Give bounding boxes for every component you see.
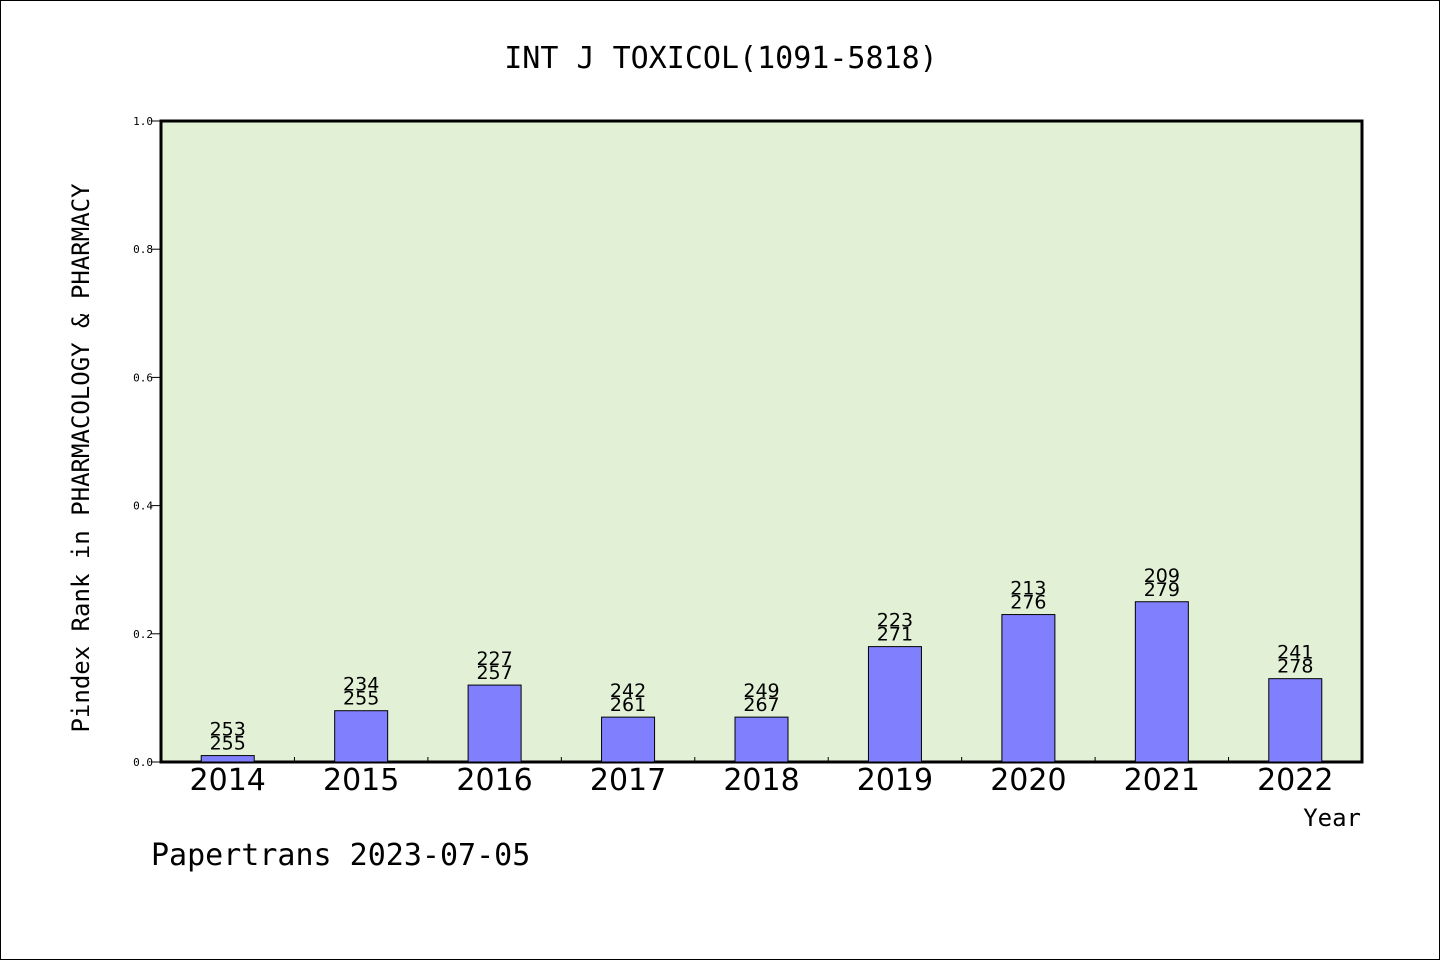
data-label-top: 213 <box>1010 578 1046 600</box>
data-label-top: 223 <box>877 610 913 632</box>
x-tick-label: 2019 <box>857 763 933 798</box>
x-tick-label: 2017 <box>590 763 666 798</box>
data-label-top: 209 <box>1144 565 1180 587</box>
data-label-bottom: 255 <box>343 688 379 710</box>
x-axis-ticks: 2014 2015 2016 2017 2018 2019 2020 2021 2022 <box>190 757 1333 798</box>
x-tick-label: 2022 <box>1257 763 1333 798</box>
data-label-bottom: 255 <box>210 733 246 755</box>
chart-title: INT J TOXICOL(1091-5818) <box>504 41 937 76</box>
data-label-top: 227 <box>476 648 512 670</box>
data-label-top: 234 <box>343 674 379 696</box>
x-tick-label: 2020 <box>990 763 1066 798</box>
bar-2022 <box>1268 678 1323 763</box>
bar-2015 <box>334 710 389 763</box>
data-label-bottom: 257 <box>476 662 512 684</box>
bar-2019 <box>867 646 922 763</box>
y-tick-label: 0.2 <box>133 628 153 641</box>
y-tick-label: 1.0 <box>133 115 153 128</box>
bar-2020 <box>1001 614 1056 763</box>
data-label-bottom: 261 <box>610 694 646 716</box>
data-label-bottom: 279 <box>1144 579 1180 601</box>
data-label-bottom: 267 <box>743 694 779 716</box>
footer-text: Papertrans 2023-07-05 <box>151 838 530 873</box>
y-tick-label: 0.0 <box>133 756 153 769</box>
y-tick-label: 0.8 <box>133 243 153 256</box>
data-label-top: 241 <box>1277 642 1313 664</box>
data-label-bottom: 278 <box>1277 656 1313 678</box>
x-tick-label: 2015 <box>323 763 399 798</box>
y-axis-label: Pindex Rank in PHARMACOLOGY & PHARMACY <box>67 183 95 733</box>
y-axis-ticks: 0.0 0.2 0.4 0.6 0.8 1.0 <box>133 115 161 769</box>
data-label-bottom: 276 <box>1010 592 1046 614</box>
bar-2021 <box>1134 601 1189 763</box>
x-tick-label: 2014 <box>190 763 266 798</box>
bar-2018 <box>734 716 789 763</box>
bar-2017 <box>601 716 656 763</box>
data-label-top: 253 <box>210 719 246 741</box>
bars <box>200 601 1323 763</box>
x-tick-label: 2018 <box>723 763 799 798</box>
bar-2016 <box>467 684 522 763</box>
y-tick-label: 0.6 <box>133 371 153 384</box>
x-tick-label: 2016 <box>456 763 532 798</box>
data-label-top: 249 <box>743 680 779 702</box>
y-tick-label: 0.4 <box>133 500 153 513</box>
data-label-top: 242 <box>610 680 646 702</box>
bar-2014 <box>200 755 255 763</box>
x-axis-label: Year <box>1303 804 1361 832</box>
data-label-bottom: 271 <box>877 624 913 646</box>
data-labels: 2532552342552272572422612492672232712132… <box>210 565 1314 755</box>
x-tick-label: 2021 <box>1124 763 1200 798</box>
